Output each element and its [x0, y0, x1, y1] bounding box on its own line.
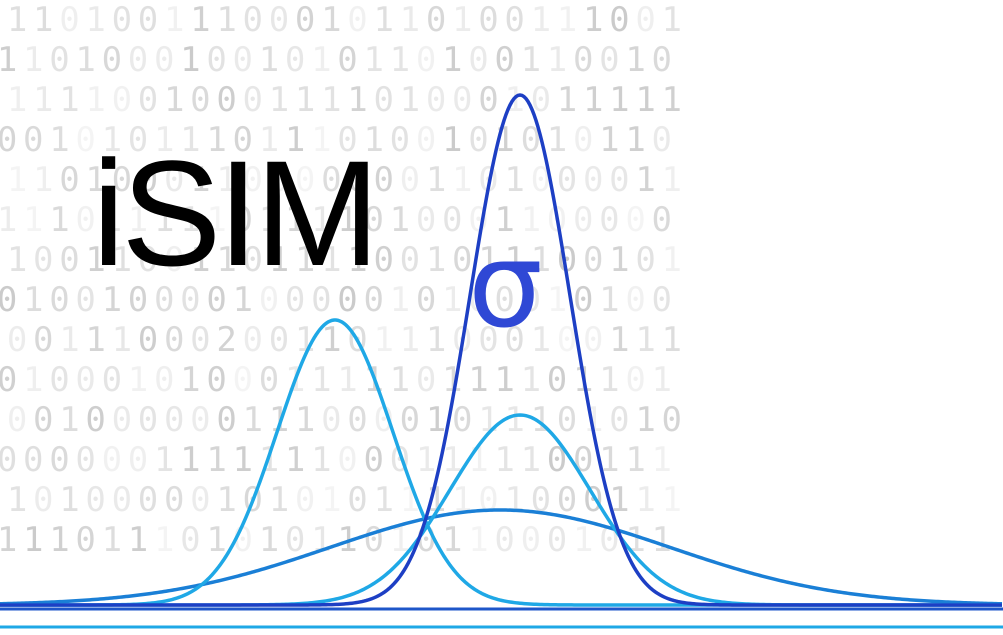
binary-row: 00101011101110100101010110 [0, 120, 673, 160]
binary-row: 11010001100000001101000011 [7, 160, 683, 200]
curve-tall [0, 93, 1002, 607]
logo-sigma-subscript: σ [468, 216, 543, 354]
binary-row: 11101111101111010001100000 [0, 200, 673, 240]
logo-title: iSIM [92, 129, 380, 297]
binary-row: 00111000200110111000100111 [6, 320, 683, 360]
binary-row: 01000101000111110111101101 [0, 360, 673, 400]
curve-left [0, 318, 1002, 607]
binary-row: 10100000101010111101000111 [6, 480, 682, 520]
binary-row: 01001000010000010100010100 [0, 280, 673, 320]
curve-wide [0, 508, 1003, 606]
